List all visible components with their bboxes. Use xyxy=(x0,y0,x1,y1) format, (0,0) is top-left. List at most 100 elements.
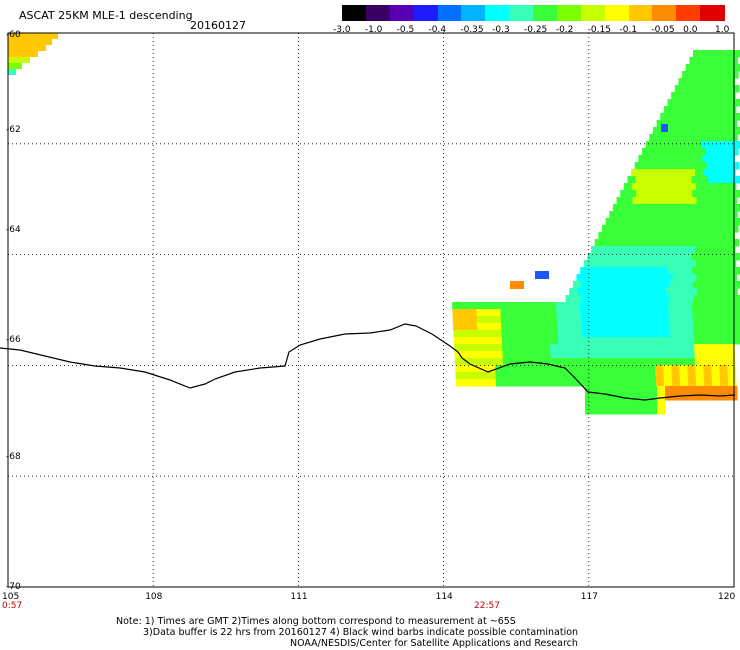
swath-cell xyxy=(621,218,631,226)
swath-cell xyxy=(525,330,534,338)
colorbar-label: 1.0 xyxy=(715,25,730,35)
swath-cell xyxy=(557,337,567,345)
swath-cell xyxy=(661,337,671,345)
swath-cell xyxy=(719,365,728,373)
swath-cell xyxy=(639,169,648,177)
swath-cell xyxy=(713,211,722,219)
swath-cell xyxy=(596,302,605,310)
swath-cell xyxy=(612,302,621,310)
swath-cell xyxy=(684,190,693,198)
swath-cell xyxy=(503,372,513,380)
swath-cell xyxy=(535,271,549,279)
swath-cell xyxy=(668,204,678,212)
swath-cell xyxy=(673,211,682,219)
swath-cell xyxy=(652,302,661,310)
swath-cell xyxy=(665,211,674,219)
swath-cell xyxy=(583,365,592,373)
swath-cell xyxy=(558,351,568,359)
swath-cell xyxy=(535,379,545,387)
swath-cell xyxy=(637,218,647,226)
swath-cell xyxy=(701,330,710,338)
swath-cell xyxy=(717,141,727,149)
swath-cell xyxy=(625,393,634,401)
swath-cell xyxy=(596,267,605,275)
swath-cell xyxy=(556,302,565,310)
swath-cell xyxy=(658,225,667,233)
swath-cell xyxy=(524,309,533,317)
swath-cell xyxy=(470,351,480,359)
swath-cell xyxy=(484,309,493,317)
swath-cell xyxy=(644,281,654,289)
swath-cell xyxy=(678,232,687,240)
swath-cell xyxy=(695,379,705,387)
swath-cell xyxy=(509,330,518,338)
swath-cell xyxy=(625,386,634,394)
swath-cell xyxy=(601,393,610,401)
swath-cell xyxy=(710,358,720,366)
swath-cell xyxy=(667,176,676,184)
swath-cell xyxy=(651,176,660,184)
swath-cell xyxy=(725,50,734,58)
swath-cell xyxy=(697,386,706,394)
swath-cell xyxy=(644,204,654,212)
swath-cell xyxy=(663,365,672,373)
swath-cell xyxy=(726,344,735,352)
swath-cell xyxy=(613,323,622,331)
swath-cell xyxy=(487,365,496,373)
swath-cell xyxy=(681,288,690,296)
swath-cell xyxy=(649,386,658,394)
swath-cell xyxy=(701,64,711,72)
swath-cell xyxy=(660,204,670,212)
swath-cell xyxy=(652,204,662,212)
swath-cell xyxy=(452,302,461,310)
swath-cell xyxy=(493,337,503,345)
swath-cell xyxy=(721,288,730,296)
swath-cell xyxy=(640,274,650,282)
swath-cell xyxy=(468,309,477,317)
swath-cell xyxy=(486,344,495,352)
swath-cell xyxy=(725,141,735,149)
colorbar-segment xyxy=(342,5,367,21)
swath-cell xyxy=(452,309,461,317)
swath-cell xyxy=(680,197,690,205)
swath-cell xyxy=(714,71,723,79)
swath-cell xyxy=(666,162,676,170)
swath-cell xyxy=(635,253,644,261)
swath-cell xyxy=(686,351,696,359)
swath-cell xyxy=(651,253,660,261)
colorbar-segment xyxy=(604,5,629,21)
swath-cell xyxy=(455,365,464,373)
swath-cell xyxy=(724,113,733,121)
swath-cell xyxy=(589,330,598,338)
swath-cell xyxy=(8,33,58,39)
swath-cell xyxy=(708,267,717,275)
swath-cell xyxy=(495,365,504,373)
swath-cell xyxy=(689,393,698,401)
swath-cell xyxy=(719,246,728,254)
swath-cell xyxy=(623,372,633,380)
swath-cell xyxy=(705,211,714,219)
swath-cell xyxy=(631,169,640,177)
swath-cell xyxy=(605,323,614,331)
swath-cell xyxy=(636,190,645,198)
swath-cell xyxy=(609,288,618,296)
swath-cell xyxy=(462,344,471,352)
swath-cell xyxy=(698,71,707,79)
swath-cell xyxy=(500,302,509,310)
swath-cell xyxy=(663,183,673,191)
swath-cell xyxy=(573,330,582,338)
swath-cell xyxy=(645,295,655,303)
swath-cell xyxy=(684,281,694,289)
swath-cell xyxy=(668,267,677,275)
swath-cell xyxy=(692,190,701,198)
swath-cell xyxy=(686,358,696,366)
swath-cell xyxy=(697,393,706,401)
swath-cell xyxy=(723,176,732,184)
swath-cell xyxy=(484,302,493,310)
swath-cell xyxy=(655,365,664,373)
swath-cell xyxy=(628,190,637,198)
swath-cell xyxy=(606,344,615,352)
swath-cell xyxy=(674,162,684,170)
swath-cell xyxy=(682,162,692,170)
swath-cell xyxy=(487,372,497,380)
